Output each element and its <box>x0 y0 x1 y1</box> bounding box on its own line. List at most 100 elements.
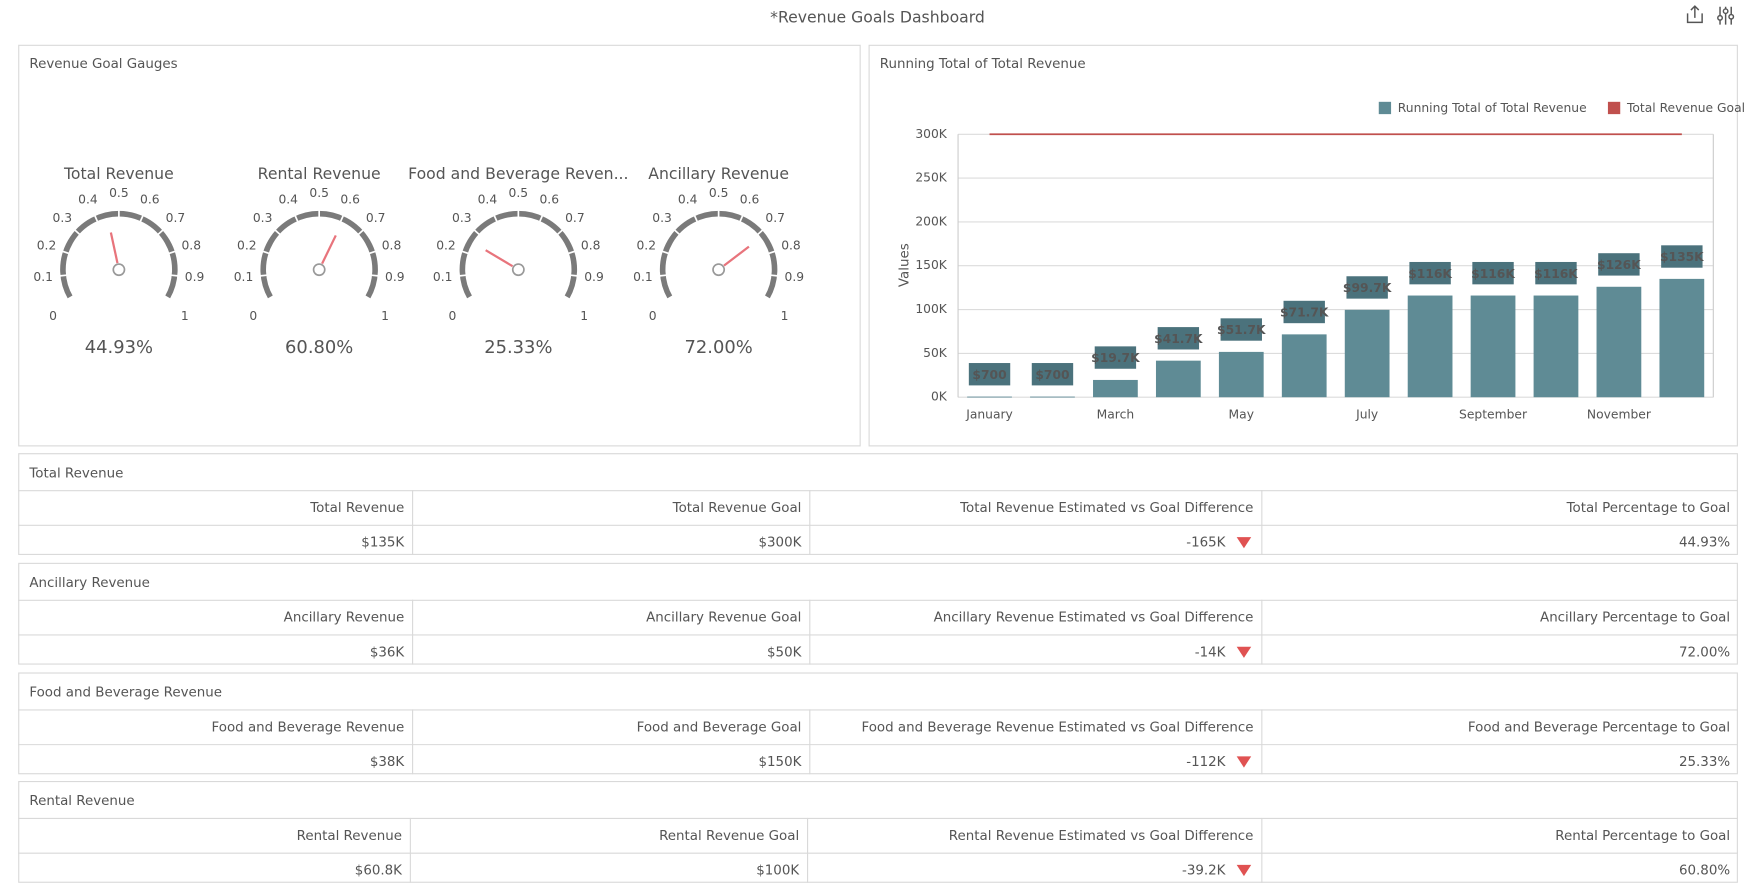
gauge-tick <box>763 295 771 301</box>
column-header: Ancillary Revenue Goal <box>646 611 801 626</box>
down-indicator <box>1236 756 1252 768</box>
gauge-tick-label: 0.5 <box>109 186 129 200</box>
column-header: Ancillary Revenue Estimated vs Goal Diff… <box>934 611 1254 626</box>
y-tick-label: 100K <box>915 302 947 316</box>
table-cell: -14K <box>1195 645 1227 660</box>
gauge-needle <box>723 245 750 267</box>
gauges-panel <box>18 44 861 447</box>
table-title: Food and Beverage Revenue <box>29 686 222 701</box>
y-tick-label: 250K <box>915 171 947 185</box>
value-label-box <box>1031 363 1074 386</box>
y-tick-label: 300K <box>915 127 947 141</box>
table-cell: 44.93% <box>1679 536 1730 551</box>
gauge-tick <box>739 215 744 222</box>
gauge-tick <box>757 229 764 236</box>
gauge-tick-label: 0.5 <box>509 186 529 200</box>
table-cell: $135K <box>361 536 405 551</box>
export-icon[interactable] <box>1686 5 1703 24</box>
gauge-tick <box>262 250 270 255</box>
gauge-hub <box>112 263 126 277</box>
gauge-tick <box>364 295 371 301</box>
gauge-tick <box>357 229 364 236</box>
value-label-box <box>1535 261 1577 285</box>
parameters-button[interactable] <box>1717 6 1735 25</box>
value-label-box <box>1283 300 1325 324</box>
gauge-tick-label: 0.7 <box>166 211 186 225</box>
gauge-tick-label: 0.7 <box>765 211 785 225</box>
x-tick-label: September <box>1459 408 1528 422</box>
table-panel <box>18 562 1738 665</box>
gauge-needle <box>321 234 337 265</box>
column-header: Total Revenue Goal <box>672 501 802 516</box>
gauge-tick-label: 0.2 <box>237 239 257 253</box>
gauge-tick-label: 0.9 <box>584 270 604 284</box>
slider-knob[interactable] <box>1728 13 1735 20</box>
gauge-tick <box>673 229 681 236</box>
gauge-tick <box>461 250 469 255</box>
gauge-tick <box>563 295 571 301</box>
gauge-value: 25.33% <box>484 337 552 358</box>
gauge-tick-label: 0.4 <box>478 193 498 207</box>
gauge-tick <box>538 215 544 222</box>
bar <box>1659 278 1705 398</box>
gauge-tick-label: 1 <box>580 309 588 323</box>
table-title: Rental Revenue <box>29 794 134 809</box>
gauge-tick-label: 0.9 <box>185 270 205 284</box>
gauge-title: Ancillary Revenue <box>648 164 789 183</box>
gauge-tick <box>62 250 70 255</box>
value-label: $135K <box>1660 250 1704 264</box>
column-header: Food and Beverage Revenue <box>212 720 405 735</box>
gauge-tick-label: 0 <box>249 309 257 323</box>
gauge-tick-label: 0.3 <box>53 211 73 225</box>
panel-title: Running Total of Total Revenue <box>880 57 1086 72</box>
gauge-title: Food and Beverage Reven... <box>408 164 628 183</box>
gauge-tick-label: 0.4 <box>78 193 98 207</box>
column-header: Food and Beverage Revenue Estimated vs G… <box>861 720 1253 735</box>
column-header: Total Revenue Estimated vs Goal Differen… <box>959 501 1253 516</box>
gauge-tick-label: 0.5 <box>309 186 329 200</box>
x-tick-label: May <box>1229 408 1254 422</box>
value-label: $99.7K <box>1343 281 1392 295</box>
table-cell: $60.8K <box>355 864 403 879</box>
gauge-tick <box>260 274 267 277</box>
gauge-tick <box>556 229 563 236</box>
y-axis-title: Values <box>897 243 912 287</box>
value-label: $71.7K <box>1280 306 1329 320</box>
table-cell: 72.00% <box>1679 645 1730 660</box>
gauge-tick <box>459 274 467 277</box>
gauge-tick <box>171 274 178 277</box>
export-button[interactable] <box>1686 5 1703 24</box>
bar <box>1218 351 1264 398</box>
gauge-tick <box>67 295 74 301</box>
gauge-tick <box>770 274 778 277</box>
gauge-value: 72.00% <box>685 337 753 358</box>
bar <box>1407 295 1453 398</box>
gauge-tick <box>466 295 474 301</box>
gauge-tick <box>294 215 299 222</box>
table-cell: -112K <box>1186 755 1226 770</box>
down-indicator <box>1236 537 1252 549</box>
legend-swatch <box>1378 101 1392 115</box>
slider-knob[interactable] <box>1717 14 1723 21</box>
value-label: $41.7K <box>1154 332 1203 346</box>
gauge-tick-label: 0 <box>649 309 657 323</box>
gauge-tick <box>274 229 281 236</box>
gauge-tick-label: 0.8 <box>781 239 801 253</box>
bar <box>1281 334 1327 398</box>
gauge-tick-label: 0.6 <box>539 193 559 207</box>
gauge-tick-label: 0.1 <box>433 270 453 284</box>
gauge-tick-label: 1 <box>181 309 189 323</box>
gauge-tick <box>493 215 498 222</box>
gauge-tick <box>168 250 176 255</box>
gauge-tick <box>768 250 776 255</box>
value-label: $116K <box>1534 267 1578 281</box>
value-label-box <box>1346 276 1388 299</box>
value-label-box <box>1409 261 1451 285</box>
gauge-tick-label: 0.6 <box>740 193 760 207</box>
slider-knob[interactable] <box>1722 8 1729 15</box>
value-label: $51.7K <box>1217 323 1266 337</box>
value-label-box <box>968 363 1011 386</box>
table-cell: -39.2K <box>1182 864 1227 879</box>
gauge-tick <box>267 295 275 301</box>
value-label-box <box>1661 245 1703 268</box>
